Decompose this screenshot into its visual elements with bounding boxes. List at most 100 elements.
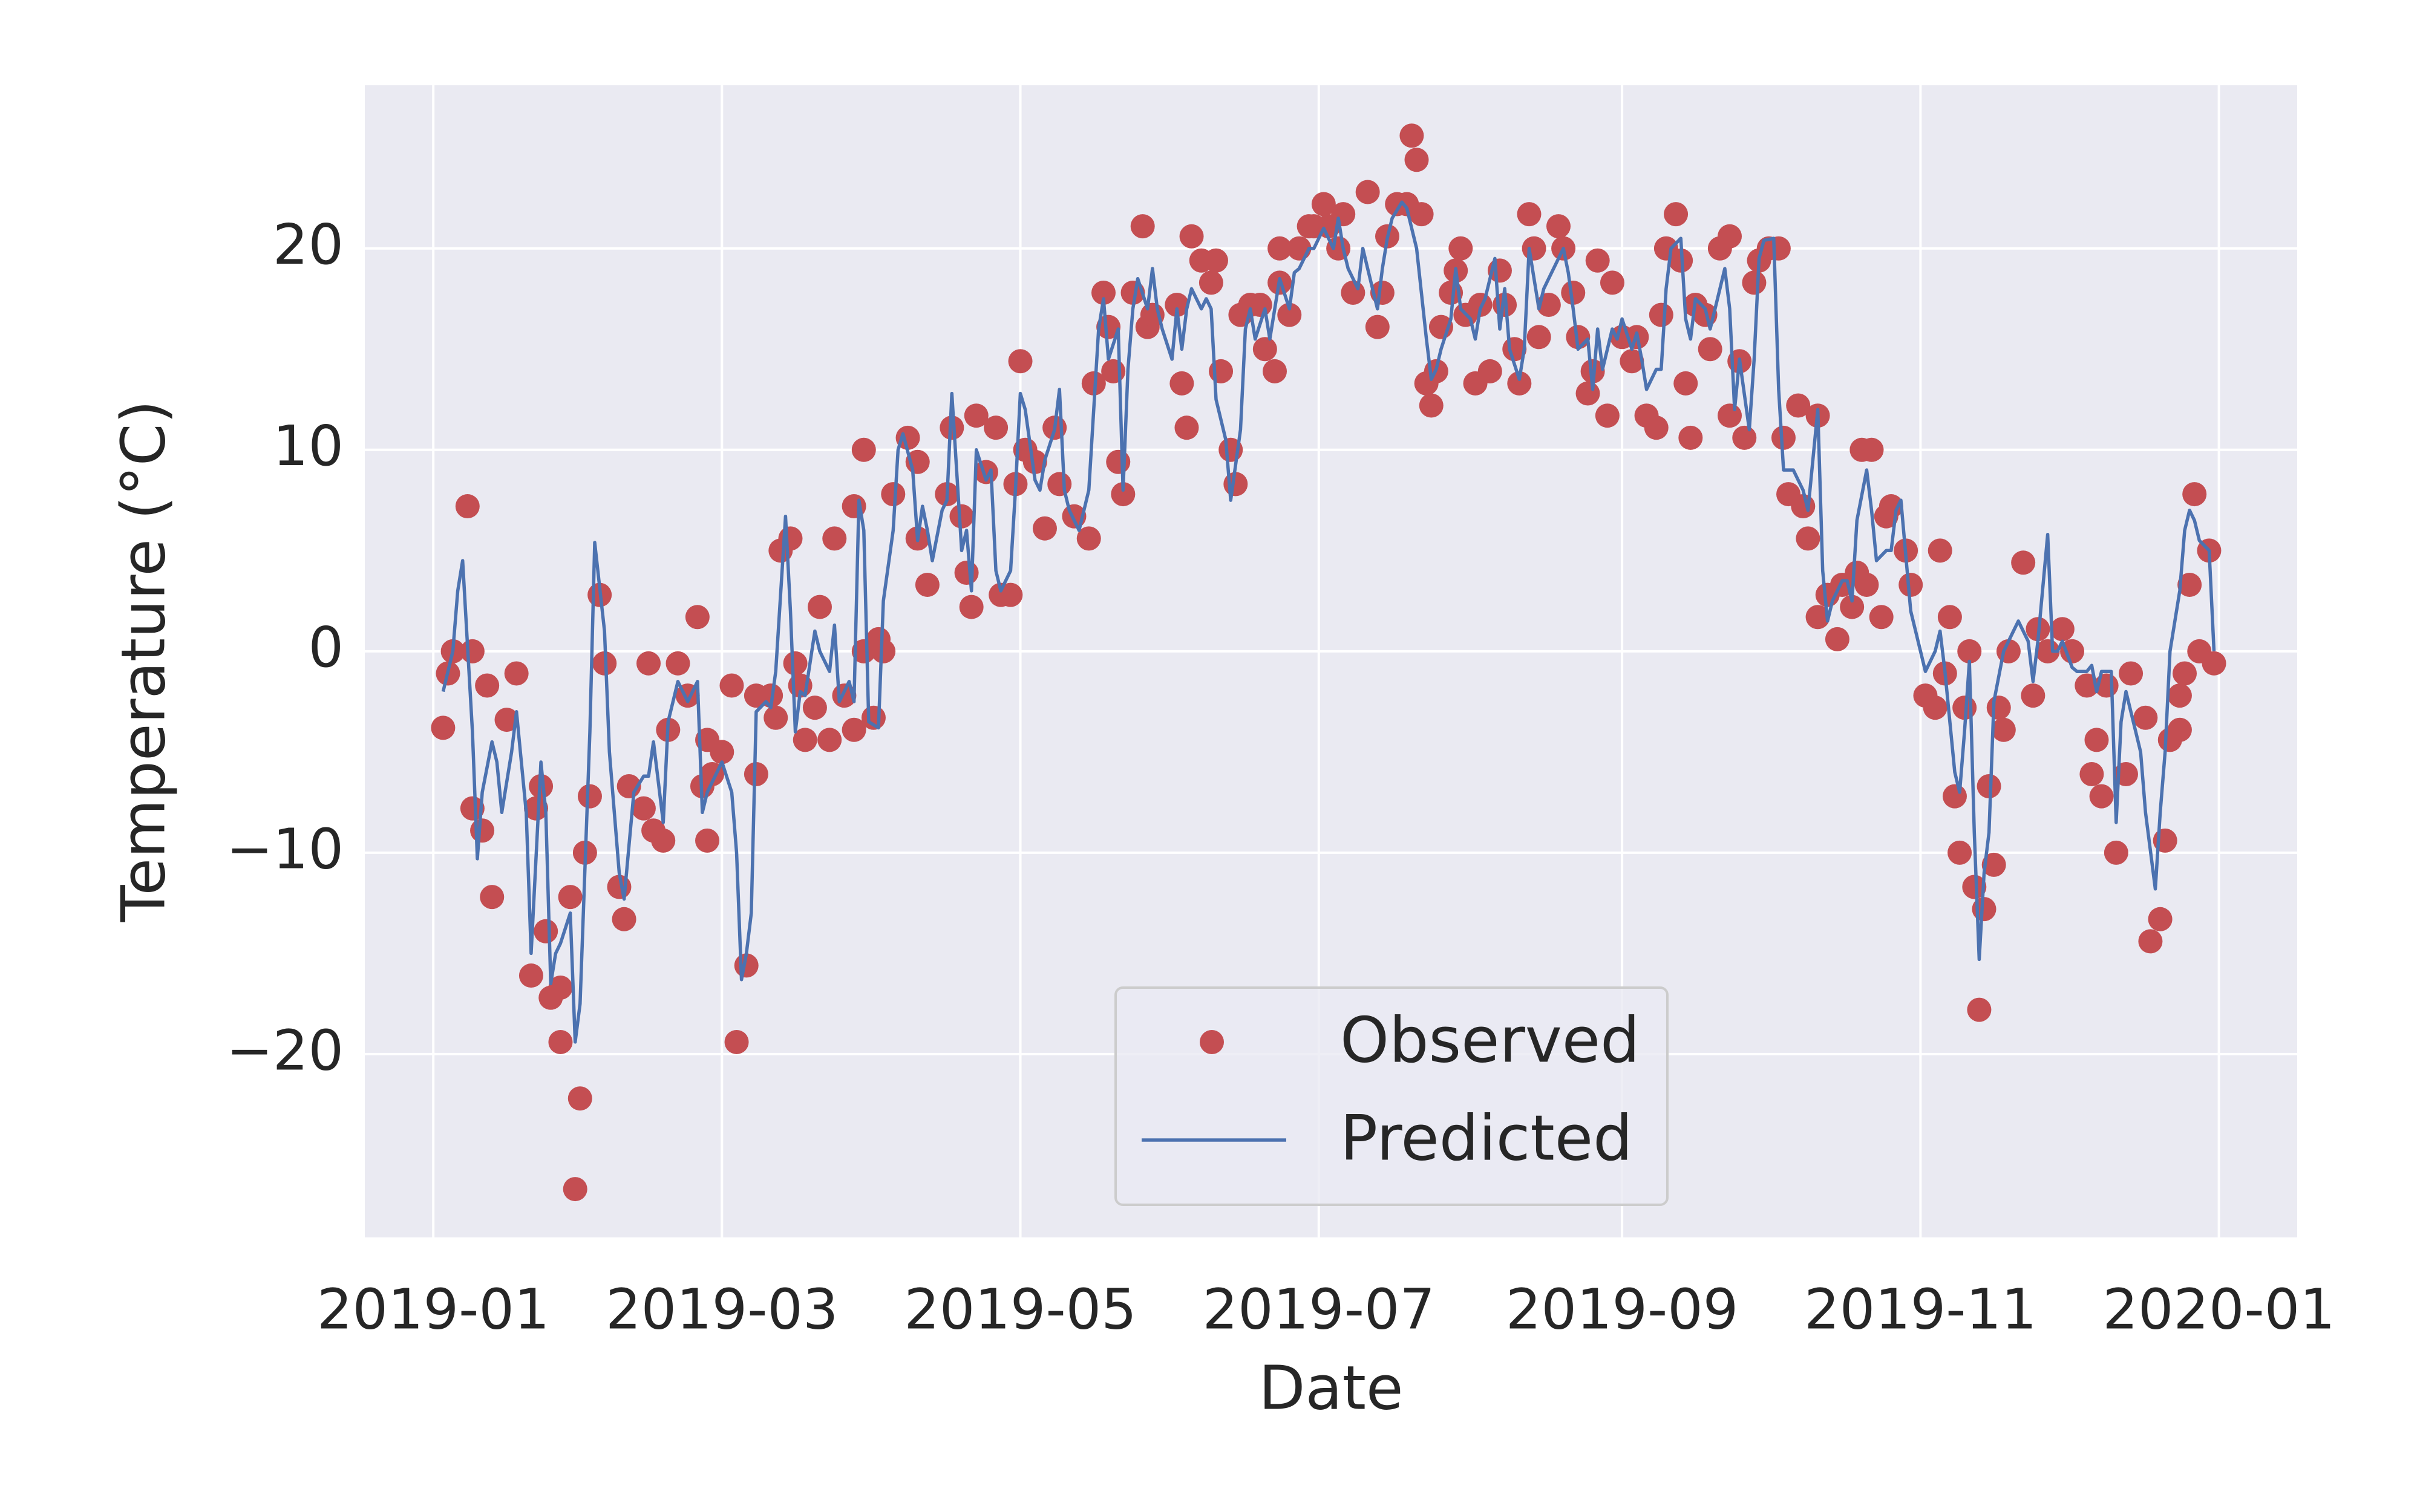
data-point xyxy=(1937,605,1962,630)
legend: Observed Predicted xyxy=(1114,986,1669,1206)
data-point xyxy=(793,728,817,752)
data-point xyxy=(1341,281,1365,305)
data-point xyxy=(1673,371,1698,396)
data-point xyxy=(1091,281,1116,305)
data-point xyxy=(964,403,989,428)
data-point xyxy=(1101,359,1126,383)
data-point xyxy=(1928,538,1952,563)
data-point xyxy=(524,796,549,821)
data-point xyxy=(710,740,734,764)
data-point xyxy=(558,885,583,910)
data-point xyxy=(802,696,827,720)
data-point xyxy=(1526,325,1551,350)
data-point xyxy=(1664,202,1689,227)
data-point xyxy=(998,582,1023,607)
data-point xyxy=(1986,696,2011,720)
data-point xyxy=(631,796,656,821)
data-point xyxy=(1644,415,1669,440)
data-line xyxy=(441,200,2216,1044)
data-point xyxy=(2011,550,2036,575)
data-point xyxy=(959,595,984,619)
data-point xyxy=(783,651,808,676)
data-point xyxy=(1174,415,1199,440)
data-point xyxy=(1840,595,1865,619)
data-point xyxy=(954,560,979,585)
data-point xyxy=(695,828,720,853)
data-point xyxy=(1032,516,1057,541)
data-point xyxy=(1355,180,1380,204)
data-point xyxy=(534,919,558,943)
data-point xyxy=(666,651,690,676)
data-point xyxy=(2050,617,2075,642)
x-tick-label: 2019-05 xyxy=(904,1277,1136,1341)
data-point xyxy=(1277,302,1302,327)
data-point xyxy=(1404,148,1429,172)
data-point xyxy=(1771,425,1796,450)
data-point xyxy=(1203,248,1228,273)
data-point xyxy=(1742,270,1767,295)
data-point xyxy=(1967,997,1992,1022)
data-point xyxy=(518,963,543,988)
data-point xyxy=(2173,661,2197,686)
data-point xyxy=(470,818,495,843)
data-point xyxy=(1409,202,1434,227)
legend-marker xyxy=(1200,1030,1224,1054)
data-point xyxy=(2060,639,2085,663)
data-point xyxy=(984,415,1009,440)
data-point xyxy=(1252,337,1277,362)
data-point xyxy=(1331,202,1356,227)
data-point xyxy=(851,437,876,462)
data-point xyxy=(1678,425,1703,450)
data-point xyxy=(577,784,602,809)
data-point xyxy=(842,717,866,742)
data-point xyxy=(2133,705,2158,730)
data-point xyxy=(1718,403,1742,428)
legend-label: Observed xyxy=(1340,1004,1640,1077)
data-point xyxy=(1517,202,1542,227)
data-point xyxy=(1477,359,1502,383)
data-point xyxy=(808,595,832,619)
data-point xyxy=(2089,784,2114,809)
data-point xyxy=(1981,852,2006,877)
y-tick-label: 0 xyxy=(308,615,344,680)
data-point xyxy=(1179,224,1204,249)
x-tick-label: 2020-01 xyxy=(2102,1277,2335,1341)
marks xyxy=(431,123,2226,1202)
data-point xyxy=(1859,437,1884,462)
data-point xyxy=(460,639,485,663)
data-point xyxy=(1419,393,1444,418)
data-point xyxy=(719,673,744,698)
data-point xyxy=(1047,472,1072,497)
data-point xyxy=(949,504,974,529)
data-point xyxy=(1869,605,1894,630)
data-point xyxy=(1076,526,1101,551)
data-point xyxy=(1977,774,2001,798)
data-point xyxy=(1522,236,1546,261)
data-point xyxy=(1507,371,1532,396)
data-point xyxy=(685,605,710,630)
data-point xyxy=(724,1029,749,1054)
data-point xyxy=(2138,929,2163,954)
data-point xyxy=(1957,639,1982,663)
data-point xyxy=(612,907,636,931)
x-tick-label: 2019-07 xyxy=(1203,1277,1435,1341)
data-point xyxy=(1991,717,2016,742)
data-point xyxy=(1649,302,1673,327)
data-point xyxy=(1732,425,1757,450)
x-tick-label: 2019-11 xyxy=(1804,1277,2036,1341)
data-point xyxy=(1947,840,1972,865)
data-point xyxy=(2148,907,2173,931)
data-point xyxy=(1448,236,1473,261)
data-point xyxy=(2021,683,2046,708)
data-point xyxy=(1561,281,1586,305)
data-point xyxy=(1399,123,1424,148)
data-point xyxy=(1096,314,1121,339)
x-tick-label: 2019-09 xyxy=(1506,1277,1738,1341)
data-point xyxy=(2079,762,2104,787)
data-point xyxy=(1718,224,1742,249)
data-point xyxy=(563,1177,587,1202)
data-point xyxy=(1786,393,1811,418)
data-point xyxy=(2167,717,2192,742)
